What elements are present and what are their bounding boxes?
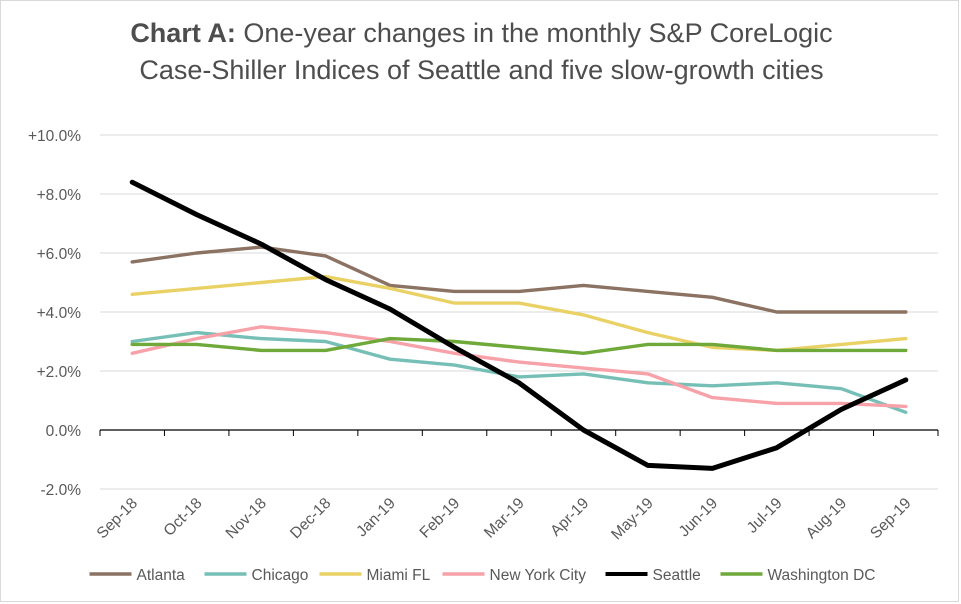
series-line — [130, 325, 908, 409]
y-tick-label: 0.0% — [46, 423, 82, 440]
legend-label: Miami FL — [367, 567, 431, 584]
x-tick-label: Mar-19 — [481, 495, 528, 542]
x-tick-label: Sep-18 — [94, 495, 141, 542]
legend-label: New York City — [490, 567, 587, 584]
x-tick-label: Jun-19 — [676, 495, 722, 541]
x-tick-label: Apr-19 — [547, 495, 592, 540]
x-tick-label: May-19 — [608, 495, 657, 544]
y-tick-label: +6.0% — [37, 246, 82, 263]
series-line — [130, 245, 908, 314]
series-line — [130, 330, 908, 414]
y-tick-label: +10.0% — [28, 128, 81, 145]
legend: Atlanta Chicago Miami FL New York City Seatt… — [89, 567, 876, 584]
chart-title-text: One-year changes in the monthly S&P Core… — [139, 18, 833, 85]
chart-title-bold: Chart A: — [130, 18, 236, 48]
x-tick-label: Jul-19 — [744, 495, 786, 537]
y-tick-label: -2.0% — [41, 482, 82, 499]
legend-label: Seattle — [653, 567, 701, 584]
legend-label: Washington DC — [768, 567, 876, 584]
x-tick-label: Nov-18 — [223, 495, 270, 542]
x-tick-label: Oct-18 — [161, 495, 206, 540]
chart-title: Chart A: One-year changes in the monthly… — [101, 15, 862, 89]
y-tick-label: +4.0% — [37, 305, 82, 322]
x-tick-label: Feb-19 — [417, 495, 464, 542]
x-tick-label: Sep-19 — [867, 495, 914, 542]
legend-label: Atlanta — [137, 567, 186, 584]
y-tick-label: +2.0% — [37, 364, 82, 381]
legend-label: Chicago — [252, 567, 309, 584]
series-lines — [129, 179, 909, 471]
x-tick-label: Jan-19 — [353, 495, 399, 541]
x-tick-label: Dec-18 — [287, 495, 334, 542]
x-tick-label: Aug-19 — [803, 495, 850, 542]
y-tick-label: +8.0% — [37, 187, 82, 204]
series-line — [130, 336, 908, 355]
series-line — [129, 179, 909, 471]
